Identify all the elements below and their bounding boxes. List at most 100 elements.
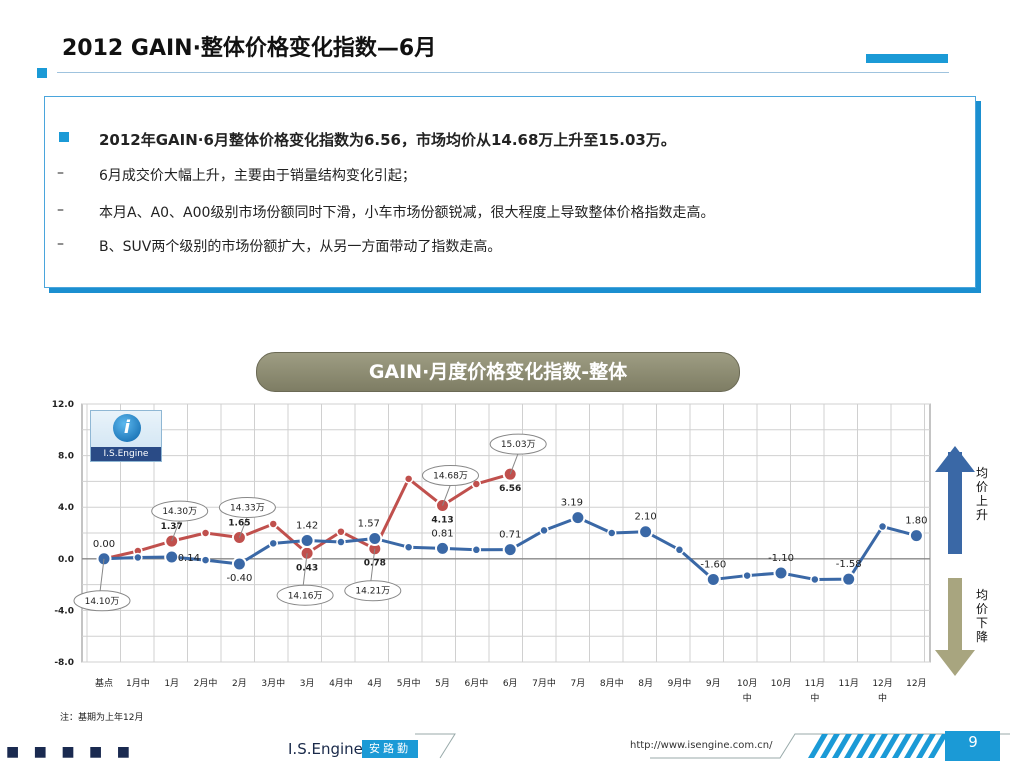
data-point	[908, 528, 924, 544]
square-bullet-icon	[59, 132, 69, 142]
price-bubble-label: 14.16万	[288, 591, 323, 601]
data-point	[435, 540, 450, 556]
data-point	[539, 525, 549, 536]
title-accent-bar	[866, 54, 948, 63]
x-tick-label: 中	[810, 692, 819, 702]
bubble-pointer	[370, 548, 376, 582]
data-point	[200, 528, 211, 538]
data-label: 1.57	[358, 519, 380, 530]
bubble-pointer	[509, 452, 519, 475]
footer-stripe	[856, 734, 876, 758]
bubble-pointer	[99, 558, 105, 592]
price-bubble	[276, 584, 334, 606]
data-point	[742, 570, 752, 581]
data-label: -1.10	[768, 553, 794, 564]
y-tick-label: 0.0	[58, 555, 74, 565]
arrow-down-icon	[935, 650, 975, 676]
data-point	[638, 524, 654, 540]
x-tick-label: 5月中	[397, 677, 421, 689]
data-point	[471, 545, 482, 555]
x-tick-label: 3月	[300, 678, 315, 689]
x-tick-label: 6月	[503, 678, 518, 689]
x-tick-label: 10月	[771, 678, 791, 689]
data-point	[607, 528, 617, 538]
footer-stripe	[868, 734, 888, 758]
x-tick-label: 基点	[95, 677, 113, 689]
arrow-up-icon	[935, 446, 975, 472]
footer-stripe	[832, 734, 852, 758]
x-tick-label: 2月	[232, 678, 247, 689]
data-label: 0.71	[499, 530, 521, 541]
data-point	[367, 531, 383, 547]
x-tick-label: 4月	[367, 678, 382, 689]
x-tick-label: 7月中	[532, 677, 556, 689]
data-label: -1.58	[836, 559, 862, 570]
data-label: -0.40	[226, 573, 252, 584]
dash-bullet: –	[57, 165, 64, 181]
data-point	[96, 551, 112, 567]
data-point	[841, 571, 857, 587]
price-up-label: 均 价 上 升	[975, 466, 988, 522]
data-label: 4.13	[431, 516, 453, 526]
price-bubble-label: 14.30万	[162, 507, 197, 517]
data-label: 0.43	[296, 563, 318, 573]
footer-dots: ■ ■ ■ ■ ■	[6, 744, 135, 760]
x-tick-label: 4月中	[329, 677, 353, 689]
footer-brand: I.S.Engine	[288, 740, 363, 758]
dash-bullet: –	[57, 236, 64, 252]
y-tick-label: 12.0	[52, 400, 74, 410]
footer-decoration	[415, 731, 1010, 761]
footer-stripe	[880, 734, 900, 758]
title-divider	[57, 72, 949, 73]
bubble-pointer	[171, 519, 181, 542]
x-tick-label: 8月	[638, 678, 653, 689]
x-tick-label: 中	[743, 692, 752, 702]
data-label: -1.60	[700, 559, 726, 570]
x-tick-label: 8月中	[600, 677, 624, 689]
footer-stripe	[844, 734, 864, 758]
summary-main-text: 2012年GAIN·6月整体价格变化指数为6.56，市场均价从14.68万上升至…	[99, 131, 676, 149]
summary-box: 2012年GAIN·6月整体价格变化指数为6.56，市场均价从14.68万上升至…	[44, 96, 976, 288]
price-bubble-label: 14.33万	[230, 504, 265, 514]
data-point	[877, 521, 888, 532]
x-tick-label: 1月	[164, 678, 179, 689]
x-tick-label: 5月	[435, 678, 450, 689]
price-bubble-label: 15.03万	[501, 440, 536, 450]
y-tick-label: 4.0	[58, 503, 74, 513]
x-tick-label: 11月	[805, 678, 825, 689]
page-number: 9	[968, 733, 978, 751]
data-point	[336, 537, 346, 547]
data-label: 6.56	[499, 484, 521, 494]
price-index-chart: 12.0 8.0 4.0 0.0 -4.0 -8.0 基点 1月中 1月 2月中 2月 3月中 3月 4月…	[52, 400, 975, 702]
footer-url[interactable]: http://www.isengine.com.cn/	[630, 740, 773, 751]
data-point	[502, 542, 518, 558]
price-bubble-label: 14.68万	[433, 472, 468, 482]
data-label: 0.00	[93, 539, 115, 550]
data-point	[231, 530, 247, 546]
data-point	[268, 519, 278, 529]
price-bubble	[151, 500, 209, 522]
data-point	[403, 474, 414, 484]
data-point	[299, 532, 315, 548]
data-label: 1.37	[161, 522, 183, 532]
footer-stripe	[904, 734, 924, 758]
price-bubble	[73, 590, 131, 612]
arrow-up-shaft	[948, 452, 962, 554]
footer-stripe	[928, 734, 948, 758]
bubble-pointer	[442, 484, 451, 506]
data-point	[268, 538, 278, 549]
footer-stripe	[916, 734, 936, 758]
data-label: 3.19	[561, 498, 583, 509]
data-point	[773, 565, 789, 581]
x-tick-label: 1月中	[126, 677, 150, 689]
x-tick-label: 3月中	[261, 677, 285, 689]
x-tick-label: 9月	[706, 678, 721, 689]
data-point	[133, 552, 143, 563]
arrow-down-shaft	[948, 578, 962, 654]
title-accent-square	[37, 68, 47, 78]
summary-item-text: 本月A、A0、A00级别市场份额同时下滑，小车市场份额锐减，很大程度上导致整体价…	[99, 205, 715, 221]
data-point	[570, 510, 586, 526]
price-bubble	[489, 433, 547, 455]
data-label: 1.65	[228, 519, 250, 529]
data-label: 0.78	[364, 559, 386, 569]
